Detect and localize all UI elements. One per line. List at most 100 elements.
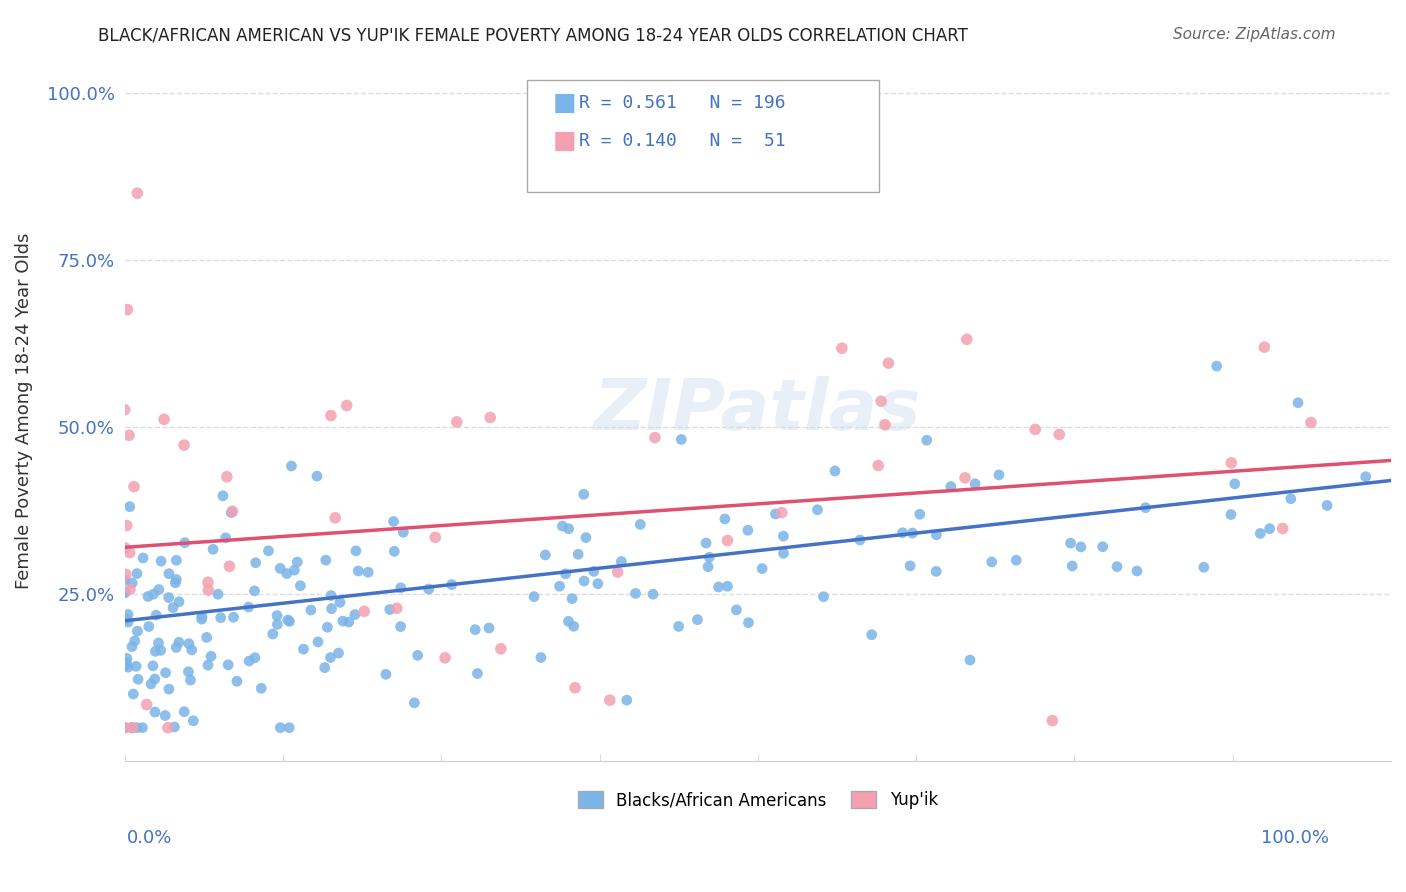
Point bbox=[489, 641, 512, 656]
Point bbox=[177, 637, 200, 651]
Point bbox=[207, 587, 229, 601]
Point bbox=[716, 533, 738, 548]
Point bbox=[280, 458, 302, 473]
Point bbox=[908, 508, 931, 522]
Point bbox=[226, 674, 249, 689]
Point bbox=[145, 644, 167, 658]
Point bbox=[145, 608, 167, 623]
Point bbox=[243, 583, 266, 598]
Point bbox=[285, 555, 308, 569]
Point bbox=[374, 667, 396, 681]
Point bbox=[337, 615, 360, 629]
Point bbox=[1253, 340, 1275, 354]
Point bbox=[180, 643, 202, 657]
Point bbox=[195, 631, 218, 645]
Point bbox=[987, 467, 1010, 482]
Point bbox=[582, 565, 605, 579]
Point bbox=[121, 721, 143, 735]
Point bbox=[314, 660, 336, 674]
Point bbox=[218, 559, 240, 574]
Point bbox=[114, 721, 136, 735]
Point bbox=[616, 693, 638, 707]
Point bbox=[122, 480, 145, 494]
Point bbox=[1047, 427, 1070, 442]
Point bbox=[315, 553, 337, 567]
Point bbox=[321, 601, 343, 615]
Point bbox=[117, 615, 139, 629]
Point bbox=[1059, 536, 1081, 550]
Point bbox=[418, 582, 440, 596]
Point bbox=[737, 523, 759, 537]
Point bbox=[299, 603, 322, 617]
Point bbox=[148, 636, 170, 650]
Point bbox=[737, 615, 759, 630]
Point bbox=[772, 546, 794, 560]
Point bbox=[686, 613, 709, 627]
Point bbox=[173, 438, 195, 452]
Point bbox=[173, 705, 195, 719]
Point bbox=[316, 620, 339, 634]
Point bbox=[181, 714, 204, 728]
Point bbox=[479, 410, 502, 425]
Point bbox=[344, 544, 367, 558]
Point bbox=[124, 634, 146, 648]
Point bbox=[557, 522, 579, 536]
Point bbox=[1192, 560, 1215, 574]
Point bbox=[269, 721, 291, 735]
Point bbox=[177, 665, 200, 679]
Point bbox=[290, 579, 312, 593]
Y-axis label: Female Poverty Among 18-24 Year Olds: Female Poverty Among 18-24 Year Olds bbox=[15, 232, 32, 589]
Point bbox=[179, 673, 201, 687]
Point bbox=[214, 531, 236, 545]
Point bbox=[197, 658, 219, 673]
Point bbox=[278, 615, 301, 629]
Point bbox=[695, 536, 717, 550]
Point bbox=[150, 554, 173, 568]
Point bbox=[197, 583, 219, 598]
Point bbox=[115, 567, 138, 582]
Point bbox=[122, 687, 145, 701]
Point bbox=[1024, 422, 1046, 436]
Point bbox=[575, 531, 598, 545]
Point bbox=[551, 519, 574, 533]
Point bbox=[806, 502, 828, 516]
Point bbox=[157, 682, 180, 697]
Point bbox=[125, 566, 148, 581]
Point bbox=[115, 612, 138, 626]
Point bbox=[266, 617, 288, 632]
Text: R = 0.140   N =  51: R = 0.140 N = 51 bbox=[579, 132, 786, 150]
Point bbox=[165, 573, 187, 587]
Point bbox=[877, 356, 900, 370]
Point bbox=[644, 431, 666, 445]
Point bbox=[572, 487, 595, 501]
Point bbox=[167, 635, 190, 649]
Point bbox=[173, 535, 195, 549]
Point bbox=[135, 698, 157, 712]
Point bbox=[117, 302, 139, 317]
Legend: Blacks/African Americans, Yup'ik: Blacks/African Americans, Yup'ik bbox=[571, 784, 945, 816]
Point bbox=[389, 619, 412, 633]
Point bbox=[209, 610, 232, 624]
Point bbox=[125, 721, 148, 735]
Point bbox=[114, 541, 136, 555]
Text: R = 0.561   N = 196: R = 0.561 N = 196 bbox=[579, 94, 786, 112]
Point bbox=[467, 666, 489, 681]
Point bbox=[697, 559, 720, 574]
Point bbox=[262, 627, 284, 641]
Point bbox=[190, 612, 212, 626]
Point bbox=[772, 529, 794, 543]
Point bbox=[868, 458, 890, 473]
Point bbox=[121, 640, 143, 654]
Point bbox=[965, 476, 987, 491]
Point bbox=[131, 721, 153, 735]
Point bbox=[269, 561, 291, 575]
Point bbox=[891, 525, 914, 540]
Point bbox=[305, 469, 328, 483]
Point bbox=[156, 721, 179, 735]
Point bbox=[959, 653, 981, 667]
Point bbox=[1135, 500, 1157, 515]
Point bbox=[118, 428, 141, 442]
Point bbox=[1205, 359, 1227, 373]
Point bbox=[127, 186, 149, 201]
Point bbox=[357, 566, 380, 580]
